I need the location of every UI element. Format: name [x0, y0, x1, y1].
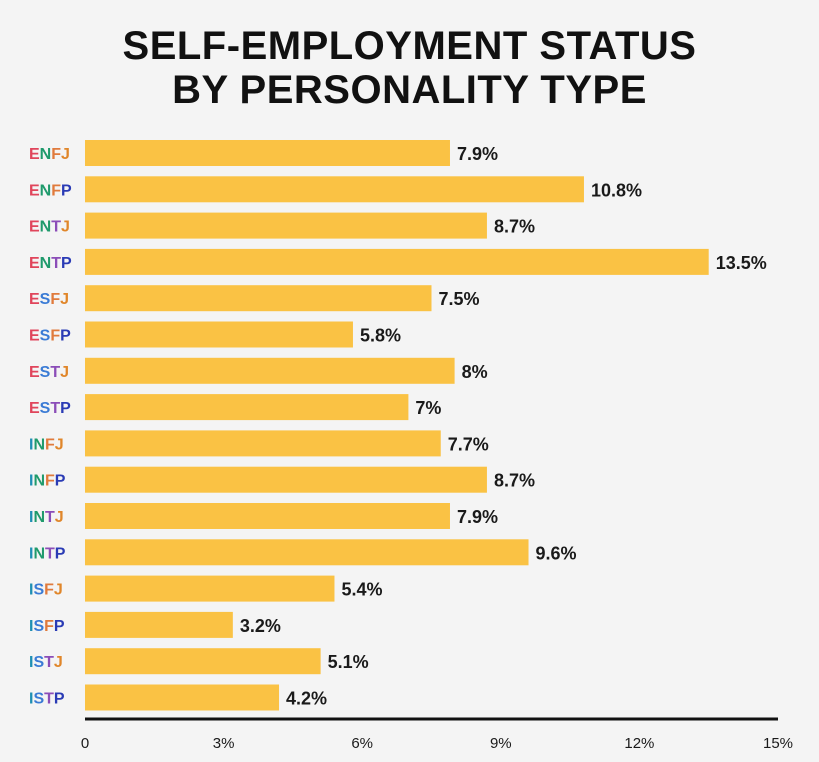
x-tick-label: 6%: [351, 735, 373, 752]
value-label-istj: 5.1%: [328, 652, 369, 672]
category-label-isfp: ISFP: [29, 618, 65, 635]
value-label-esfj: 7.5%: [439, 289, 480, 309]
value-label-infp: 8.7%: [494, 471, 535, 491]
chart-title: SELF-EMPLOYMENT STATUS BY PERSONALITY TY…: [0, 24, 819, 112]
bar-infj: [85, 430, 441, 457]
bar-infp: [85, 466, 487, 493]
x-tick-label: 12%: [624, 735, 654, 752]
value-label-intj: 7.9%: [457, 507, 498, 527]
bar-intp: [85, 539, 529, 566]
category-label-entp: ENTP: [29, 255, 72, 272]
bar-entp: [85, 248, 709, 275]
category-label-istp: ISTP: [29, 691, 65, 708]
value-label-entj: 8.7%: [494, 217, 535, 237]
category-label-intp: INTP: [29, 545, 66, 562]
chart-title-line-1: SELF-EMPLOYMENT STATUS: [122, 24, 697, 68]
x-tick-label: 3%: [213, 735, 235, 752]
bar-istp: [85, 684, 280, 711]
value-label-enfj: 7.9%: [457, 144, 498, 164]
value-label-estj: 8%: [462, 362, 488, 382]
bar-esfp: [85, 321, 353, 348]
value-label-isfp: 3.2%: [240, 616, 281, 636]
category-label-infp: INFP: [29, 473, 66, 490]
bar-istj: [85, 648, 321, 675]
bar-entj: [85, 212, 487, 239]
bar-isfj: [85, 575, 335, 602]
bar-enfj: [85, 140, 450, 166]
category-label-esfj: ESFJ: [29, 291, 69, 308]
bar-intj: [85, 503, 450, 529]
category-label-esfp: ESFP: [29, 328, 71, 345]
bar-esfj: [85, 285, 432, 312]
value-label-esfp: 5.8%: [360, 326, 401, 346]
x-tick-label: 9%: [490, 735, 512, 752]
category-label-istj: ISTJ: [29, 654, 63, 671]
category-label-intj: INTJ: [29, 509, 64, 526]
bar-estp: [85, 394, 409, 421]
x-tick-label: 0: [81, 735, 89, 752]
category-label-entj: ENTJ: [29, 219, 70, 236]
value-label-infj: 7.7%: [448, 434, 489, 454]
category-label-estj: ESTJ: [29, 364, 69, 381]
value-label-intp: 9.6%: [536, 543, 577, 563]
category-label-estp: ESTP: [29, 400, 71, 417]
x-tick-label: 15%: [763, 735, 793, 752]
bar-enfp: [85, 176, 584, 203]
category-label-enfj: ENFJ: [29, 146, 70, 163]
category-label-isfj: ISFJ: [29, 582, 63, 599]
value-label-estp: 7%: [415, 398, 441, 418]
value-label-istp: 4.2%: [286, 689, 327, 709]
chart-title-line-2: BY PERSONALITY TYPE: [172, 68, 647, 112]
value-label-entp: 13.5%: [716, 253, 767, 273]
bar-isfp: [85, 611, 233, 638]
value-label-isfj: 5.4%: [341, 580, 382, 600]
category-label-infj: INFJ: [29, 436, 64, 453]
bar-estj: [85, 357, 455, 384]
value-label-enfp: 10.8%: [591, 180, 642, 200]
category-label-enfp: ENFP: [29, 182, 72, 199]
